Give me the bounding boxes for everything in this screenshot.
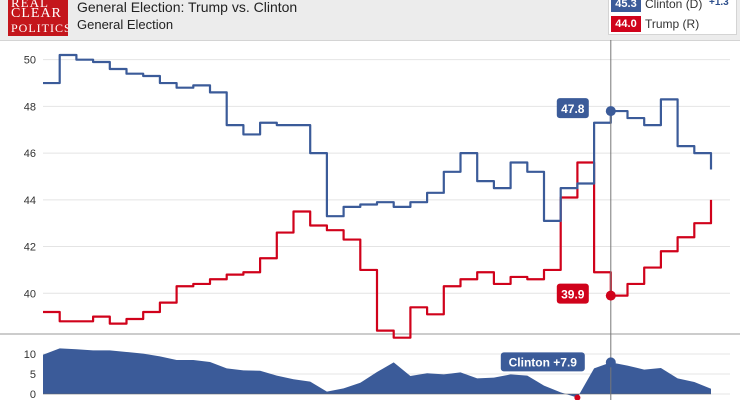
y-tick-label: 46 (24, 148, 36, 160)
y-tick-label: 50 (24, 55, 36, 67)
y-tick-label: 44 (24, 195, 36, 207)
logo-line-2: CLEAR (11, 6, 62, 21)
spread-annotation: Clinton +7.9 (509, 355, 578, 369)
tooltip-clinton-value: 47.8 (561, 102, 585, 116)
y-tick-label: 48 (24, 101, 36, 113)
spread-y-tick-label: 0 (30, 389, 36, 400)
legend: 45.3 Clinton (D) +1.3 44.0 Trump (R) (608, 0, 737, 35)
spread-annotation-box (500, 352, 585, 372)
series-line-trump (43, 161, 713, 339)
chart-header: REAL CLEAR POLITICS General Election: Tr… (0, 0, 740, 41)
y-tick-label: 40 (24, 288, 36, 300)
legend-label-clinton: Clinton (D) (645, 0, 703, 11)
rcp-logo[interactable]: REAL CLEAR POLITICS (8, 0, 68, 36)
chart-subtitle: General Election (77, 17, 174, 32)
spread-y-tick-label: 10 (24, 349, 36, 361)
legend-label-trump: Trump (R) (645, 17, 700, 31)
legend-value-trump: 44.0 (611, 16, 641, 32)
spread-area (43, 348, 711, 398)
spread-negative-marker (574, 394, 581, 400)
spread-y-tick-label: 5 (30, 369, 36, 381)
legend-value-clinton: 45.3 (611, 0, 641, 12)
hover-dot-clinton (605, 106, 616, 117)
hover-dot-trump (605, 290, 616, 301)
legend-spread-clinton: +1.3 (709, 0, 729, 8)
legend-item-trump[interactable]: 44.0 Trump (R) (609, 16, 736, 32)
logo-line-1: REAL (11, 0, 49, 10)
poll-chart[interactable]: 40 42 44 46 48 50 0 5 10 47.8 39.9 Clinton +7.9 (0, 40, 740, 400)
hover-dot-spread (605, 357, 616, 368)
logo-line-3: POLITICS (11, 21, 68, 35)
tooltip-trump-value: 39.9 (561, 288, 585, 302)
y-tick-label: 42 (24, 242, 36, 254)
legend-item-clinton[interactable]: 45.3 Clinton (D) +1.3 (609, 0, 736, 12)
chart-title: General Election: Trump vs. Clinton (77, 0, 298, 15)
tooltip-trump-box (556, 283, 589, 304)
series-line-clinton (43, 53, 713, 222)
tooltip-clinton-box (556, 98, 589, 119)
